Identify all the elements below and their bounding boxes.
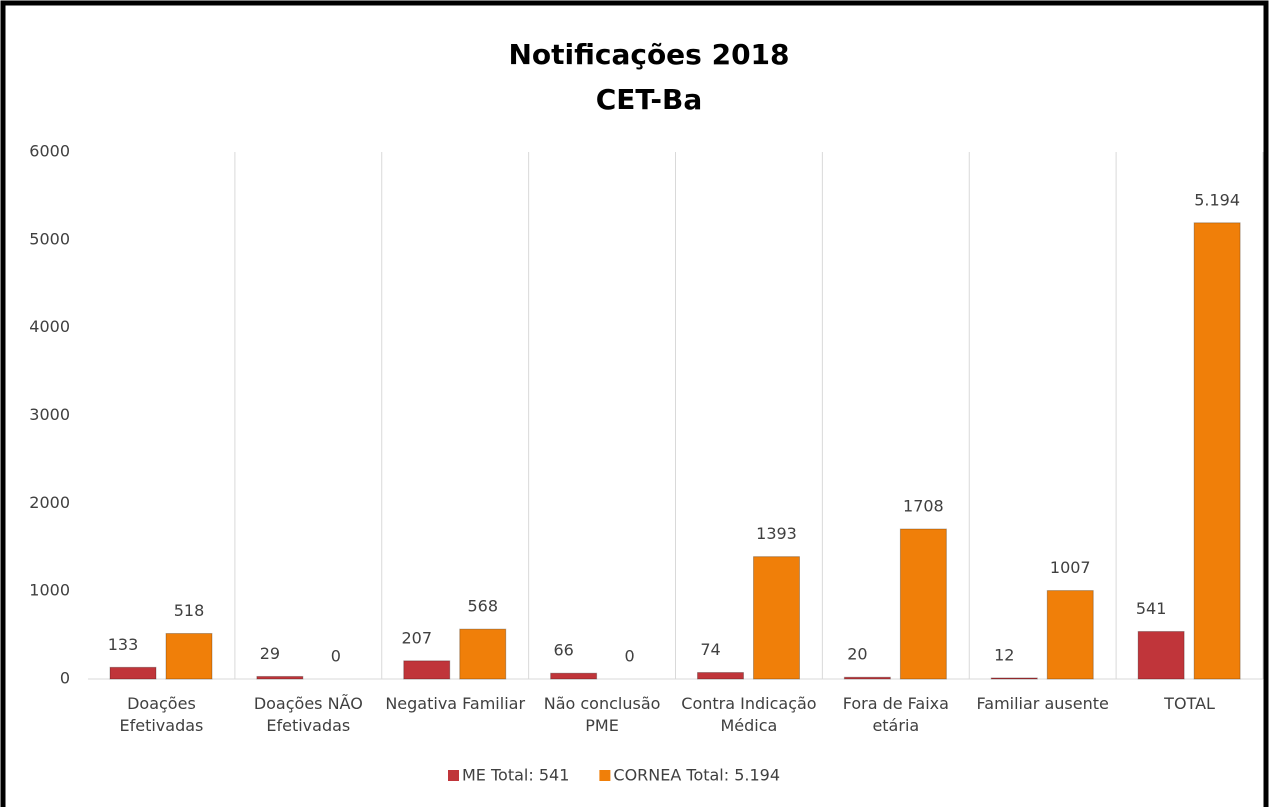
y-tick-label: 5000 bbox=[29, 229, 70, 248]
legend-marker bbox=[448, 770, 459, 781]
data-label: 0 bbox=[331, 647, 341, 666]
x-tick-label: Fora de Faixa etária bbox=[842, 694, 949, 735]
data-label: 20 bbox=[847, 645, 867, 664]
x-tick-label: Doações NÃO Efetivadas bbox=[253, 694, 363, 735]
data-label: 541 bbox=[1136, 599, 1167, 618]
x-tick-label: TOTAL bbox=[1164, 694, 1215, 713]
data-label: 568 bbox=[467, 597, 498, 616]
data-label: 66 bbox=[553, 641, 573, 660]
x-tick-label: Negativa Familiar bbox=[385, 694, 526, 713]
y-tick-label: 6000 bbox=[29, 142, 70, 161]
bar bbox=[1137, 630, 1185, 680]
bar bbox=[165, 633, 213, 680]
x-tick-label: Não conclusão PME bbox=[543, 694, 661, 735]
y-tick-label: 1000 bbox=[29, 581, 70, 600]
bar bbox=[753, 556, 800, 680]
data-label: 5.194 bbox=[1194, 190, 1240, 209]
bar bbox=[403, 660, 451, 680]
data-label: 207 bbox=[401, 628, 432, 647]
x-tick-label: Contra Indicação Médica bbox=[681, 694, 817, 735]
chart-subtitle: CET-Ba bbox=[596, 83, 703, 116]
x-tick-label: Familiar ausente bbox=[976, 694, 1109, 713]
data-label: 74 bbox=[700, 640, 720, 659]
bar bbox=[459, 628, 507, 680]
y-tick-label: 2000 bbox=[29, 493, 70, 512]
bar bbox=[697, 672, 744, 680]
bar bbox=[109, 666, 157, 680]
data-label: 29 bbox=[260, 644, 280, 663]
bar bbox=[1046, 590, 1094, 680]
x-tick-label: Doações Efetivadas bbox=[119, 694, 204, 735]
y-tick-label: 0 bbox=[60, 669, 70, 688]
bar bbox=[1193, 222, 1241, 680]
bar bbox=[550, 672, 598, 680]
legend-label: CORNEA Total: 5.194 bbox=[613, 766, 780, 785]
data-label: 12 bbox=[994, 645, 1014, 664]
data-label: 133 bbox=[108, 635, 139, 654]
legend-marker bbox=[599, 770, 611, 781]
data-label: 1007 bbox=[1050, 558, 1091, 577]
data-label: 0 bbox=[625, 647, 635, 666]
data-label: 518 bbox=[174, 601, 205, 620]
bar bbox=[843, 676, 891, 680]
bar bbox=[990, 677, 1038, 680]
bar bbox=[899, 528, 947, 680]
chart-title: Notificações 2018 bbox=[508, 38, 789, 71]
data-label: 1393 bbox=[756, 524, 797, 543]
y-tick-label: 4000 bbox=[29, 317, 70, 336]
data-label: 1708 bbox=[903, 496, 944, 515]
legend-label: ME Total: 541 bbox=[462, 766, 569, 785]
bar bbox=[256, 675, 304, 680]
y-tick-label: 3000 bbox=[29, 405, 70, 424]
